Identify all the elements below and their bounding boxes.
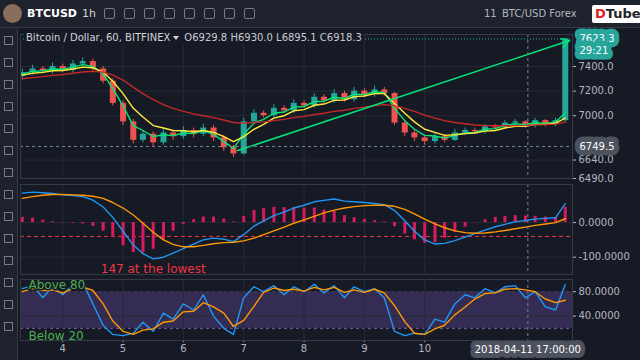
- html-text:BTC/USD Forex: BTC/USD Forex: [502, 8, 577, 19]
- svg-text:7400.0: 7400.0: [579, 61, 614, 72]
- svg-text:40.0000: 40.0000: [579, 310, 620, 321]
- svg-text:9: 9: [361, 343, 367, 354]
- svg-text:7: 7: [241, 343, 247, 354]
- svg-text:6749.5: 6749.5: [580, 141, 615, 152]
- html-text:D Tube: D Tube: [595, 6, 640, 21]
- html-text:1h: 1h: [82, 7, 96, 20]
- svg-text:Above 80: Above 80: [29, 278, 86, 292]
- svg-text:8: 8: [301, 343, 307, 354]
- svg-text:6640.0: 6640.0: [579, 154, 614, 165]
- svg-text:-100.0000: -100.0000: [579, 251, 630, 262]
- svg-text:147 at the lowest: 147 at the lowest: [101, 262, 206, 276]
- svg-text:6490.0: 6490.0: [579, 173, 614, 184]
- svg-text:Below 20: Below 20: [28, 328, 84, 343]
- svg-text:29:21: 29:21: [580, 45, 609, 56]
- html-text:Bitcoin / Dollar, 60, BITFINEX: Bitcoin / Dollar, 60, BITFINEX: [26, 32, 171, 43]
- svg-text:10: 10: [418, 343, 431, 354]
- svg-text:7000.0: 7000.0: [579, 110, 614, 121]
- svg-text:7200.0: 7200.0: [579, 85, 614, 96]
- svg-text:7623.3: 7623.3: [580, 33, 615, 44]
- svg-text:4: 4: [60, 343, 66, 354]
- svg-text:80.0000: 80.0000: [579, 286, 620, 297]
- svg-text:6: 6: [180, 343, 186, 354]
- svg-text:0.0000: 0.0000: [579, 217, 614, 228]
- html-text:11: 11: [484, 8, 497, 19]
- html-text:O6929.8 H6930.0 L6895.1 C6918.: O6929.8 H6930.0 L6895.1 C6918.3: [184, 32, 362, 43]
- html-text:BTCUSD: BTCUSD: [27, 7, 77, 20]
- svg-text:5: 5: [120, 343, 126, 354]
- svg-text:2018-04-11 17:00:00: 2018-04-11 17:00:00: [475, 344, 581, 355]
